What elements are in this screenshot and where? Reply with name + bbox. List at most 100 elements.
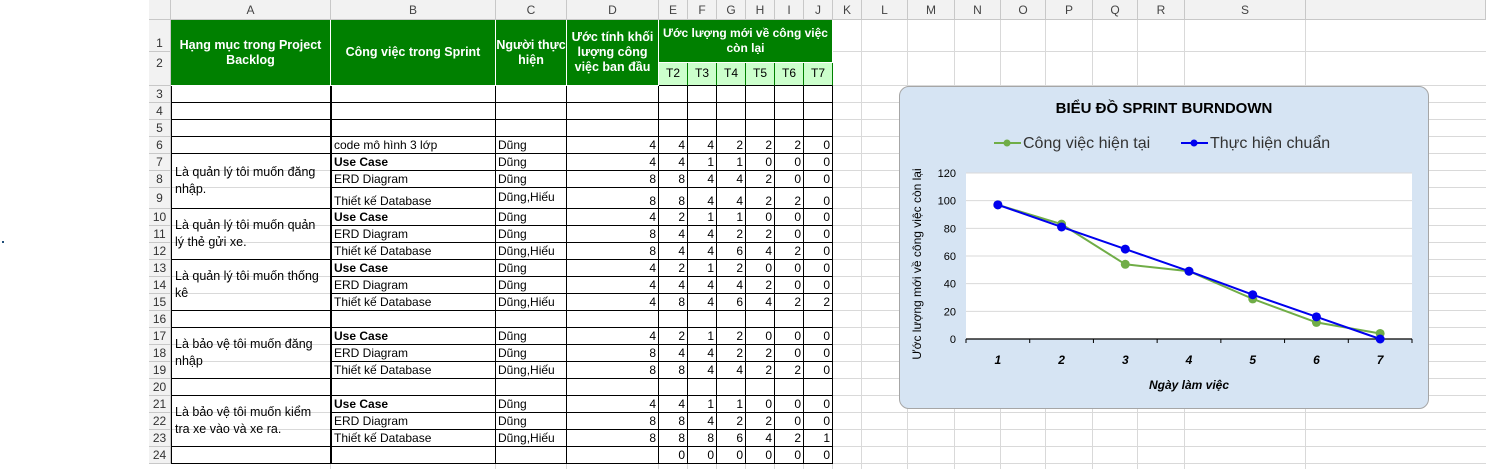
remaining-value-cell[interactable]: 0 (823, 261, 830, 275)
remaining-value-cell[interactable]: 4 (707, 295, 714, 309)
remaining-value-cell[interactable]: 8 (678, 414, 685, 428)
remaining-value-cell[interactable]: 2 (794, 194, 801, 208)
column-header-F[interactable]: F (688, 0, 717, 20)
remaining-value-cell[interactable]: 4 (678, 244, 685, 258)
remaining-value-cell[interactable]: 2 (765, 414, 772, 428)
remaining-value-cell[interactable]: 0 (794, 346, 801, 360)
remaining-value-cell[interactable]: 2 (765, 138, 772, 152)
person-cell[interactable] (498, 447, 565, 464)
remaining-value-cell[interactable]: 0 (823, 329, 830, 343)
column-header-L[interactable]: L (862, 0, 908, 20)
remaining-value-cell[interactable]: 0 (794, 414, 801, 428)
column-header-B[interactable]: B (331, 0, 496, 20)
column-header-A[interactable]: A (171, 0, 331, 20)
remaining-value-cell[interactable]: 0 (794, 172, 801, 186)
row-header-19[interactable]: 19 (149, 362, 171, 379)
remaining-value-cell[interactable]: 2 (736, 329, 743, 343)
task-name-cell[interactable]: ERD Diagram (334, 278, 409, 292)
row-header-17[interactable]: 17 (149, 328, 171, 345)
remaining-value-cell[interactable]: 2 (794, 138, 801, 152)
column-header-C[interactable]: C (496, 0, 567, 20)
remaining-value-cell[interactable]: 1 (823, 431, 830, 445)
row-header-9[interactable]: 9 (149, 188, 171, 209)
select-all-corner[interactable] (149, 0, 171, 20)
remaining-value-cell[interactable]: 2 (765, 172, 772, 186)
row-header-6[interactable]: 6 (149, 137, 171, 154)
remaining-value-cell[interactable]: 0 (823, 227, 830, 241)
remaining-value-cell[interactable]: 4 (765, 295, 772, 309)
task-name-cell[interactable]: Use Case (334, 329, 389, 343)
remaining-value-cell[interactable]: 6 (736, 431, 743, 445)
estimate-cell[interactable]: 8 (649, 194, 656, 208)
row-header-23[interactable]: 23 (149, 430, 171, 447)
remaining-value-cell[interactable]: 2 (765, 194, 772, 208)
remaining-value-cell[interactable]: 4 (678, 397, 685, 411)
remaining-value-cell[interactable]: 4 (736, 194, 743, 208)
remaining-value-cell[interactable]: 4 (736, 363, 743, 377)
remaining-value-cell[interactable]: 1 (707, 210, 714, 224)
remaining-value-cell[interactable]: 8 (678, 172, 685, 186)
row-header-14[interactable]: 14 (149, 277, 171, 294)
row-header-7[interactable]: 7 (149, 154, 171, 171)
row-header-24[interactable]: 24 (149, 447, 171, 464)
row-header-22[interactable]: 22 (149, 413, 171, 430)
estimate-cell[interactable]: 4 (649, 261, 656, 275)
remaining-value-cell[interactable]: 8 (678, 295, 685, 309)
person-cell[interactable]: Dũng,Hiếu (498, 431, 555, 445)
row-header-16[interactable]: 16 (149, 311, 171, 328)
remaining-value-cell[interactable]: 2 (736, 261, 743, 275)
remaining-value-cell[interactable]: 2 (794, 244, 801, 258)
estimate-cell[interactable]: 8 (649, 227, 656, 241)
remaining-value-cell[interactable]: 2 (794, 363, 801, 377)
remaining-value-cell[interactable]: 2 (765, 346, 772, 360)
row-header-5[interactable]: 5 (149, 120, 171, 137)
remaining-value-cell[interactable]: 1 (707, 397, 714, 411)
backlog-group-cell[interactable]: Là quản lý tôi muốn thống kê (171, 260, 331, 311)
person-cell[interactable]: Dũng,Hiếu (498, 244, 555, 258)
task-name-cell[interactable]: ERD Diagram (334, 227, 409, 241)
column-header-K[interactable]: K (833, 0, 862, 20)
person-cell[interactable]: Dũng (498, 397, 527, 411)
row-header-11[interactable]: 11 (149, 226, 171, 243)
task-name-cell[interactable]: ERD Diagram (334, 172, 409, 186)
remaining-value-cell[interactable]: 4 (707, 194, 714, 208)
row-header-8[interactable]: 8 (149, 171, 171, 188)
remaining-value-cell[interactable]: 8 (678, 363, 685, 377)
remaining-value-cell[interactable]: 0 (823, 346, 830, 360)
column-header-G[interactable]: G (717, 0, 746, 20)
estimate-cell[interactable]: 8 (649, 431, 656, 445)
person-cell[interactable]: Dũng (498, 346, 527, 360)
task-name-cell[interactable]: code mô hình 3 lớp (334, 138, 438, 152)
remaining-value-cell[interactable]: 4 (707, 138, 714, 152)
backlog-group-cell[interactable]: Là bảo vệ tôi muốn đăng nhập (171, 328, 331, 379)
remaining-value-cell[interactable]: 2 (794, 431, 801, 445)
column-header-H[interactable]: H (746, 0, 775, 20)
remaining-value-cell[interactable]: 0 (736, 448, 743, 462)
remaining-value-cell[interactable]: 4 (678, 346, 685, 360)
backlog-group-cell[interactable]: Là quản lý tôi muốn đăng nhập. (171, 154, 331, 209)
remaining-value-cell[interactable]: 0 (765, 397, 772, 411)
remaining-value-cell[interactable]: 0 (823, 172, 830, 186)
column-header-R[interactable]: R (1138, 0, 1185, 20)
person-cell[interactable]: Dũng,Hiếu (498, 363, 555, 377)
task-name-cell[interactable]: Use Case (334, 155, 389, 169)
remaining-value-cell[interactable]: 0 (794, 261, 801, 275)
remaining-value-cell[interactable]: 4 (707, 363, 714, 377)
estimate-cell[interactable]: 8 (649, 244, 656, 258)
remaining-value-cell[interactable]: 4 (736, 278, 743, 292)
remaining-value-cell[interactable]: 2 (736, 346, 743, 360)
task-name-cell[interactable]: ERD Diagram (334, 414, 409, 428)
person-cell[interactable]: Dũng (498, 138, 527, 152)
column-header-M[interactable]: M (908, 0, 955, 20)
person-cell[interactable]: Dũng (498, 278, 527, 292)
remaining-value-cell[interactable]: 4 (707, 346, 714, 360)
column-header-S[interactable]: S (1185, 0, 1306, 20)
remaining-value-cell[interactable]: 1 (707, 261, 714, 275)
remaining-value-cell[interactable]: 0 (794, 227, 801, 241)
backlog-group-cell[interactable]: Là quản lý tôi muốn quản lý thẻ gửi xe. (171, 209, 331, 260)
remaining-value-cell[interactable]: 0 (823, 448, 830, 462)
remaining-value-cell[interactable]: 2 (736, 414, 743, 428)
estimate-cell[interactable]: 4 (649, 278, 656, 292)
remaining-value-cell[interactable]: 1 (707, 329, 714, 343)
row-header-12[interactable]: 12 (149, 243, 171, 260)
